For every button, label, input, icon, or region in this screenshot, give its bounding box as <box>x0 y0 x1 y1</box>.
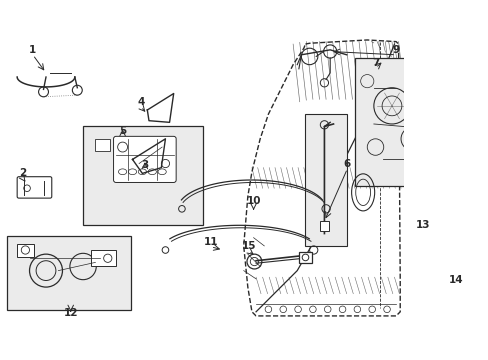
Bar <box>354 58 453 186</box>
Text: 6: 6 <box>343 158 350 168</box>
Bar <box>305 114 346 246</box>
Bar <box>95 139 110 151</box>
Text: 3: 3 <box>141 160 148 170</box>
Text: 2: 2 <box>19 168 26 179</box>
Polygon shape <box>132 139 165 174</box>
Polygon shape <box>147 94 173 122</box>
Bar <box>408 275 458 320</box>
Bar <box>7 236 131 310</box>
Text: 7: 7 <box>371 58 378 68</box>
Text: 5: 5 <box>119 126 126 136</box>
Text: 12: 12 <box>63 309 78 319</box>
Text: 11: 11 <box>203 237 218 247</box>
Text: 13: 13 <box>415 220 429 230</box>
Bar <box>91 250 116 266</box>
Text: 15: 15 <box>241 241 255 251</box>
FancyBboxPatch shape <box>17 177 52 198</box>
Bar <box>298 252 311 263</box>
FancyBboxPatch shape <box>113 136 176 183</box>
Text: 8: 8 <box>487 134 488 144</box>
Bar <box>408 221 454 275</box>
Bar <box>320 221 328 231</box>
Bar <box>17 244 34 257</box>
Text: 14: 14 <box>448 275 463 285</box>
Text: 9: 9 <box>392 45 399 55</box>
Text: 1: 1 <box>29 45 37 55</box>
Text: 4: 4 <box>137 97 144 107</box>
Text: 10: 10 <box>246 195 260 206</box>
Bar <box>83 126 202 225</box>
